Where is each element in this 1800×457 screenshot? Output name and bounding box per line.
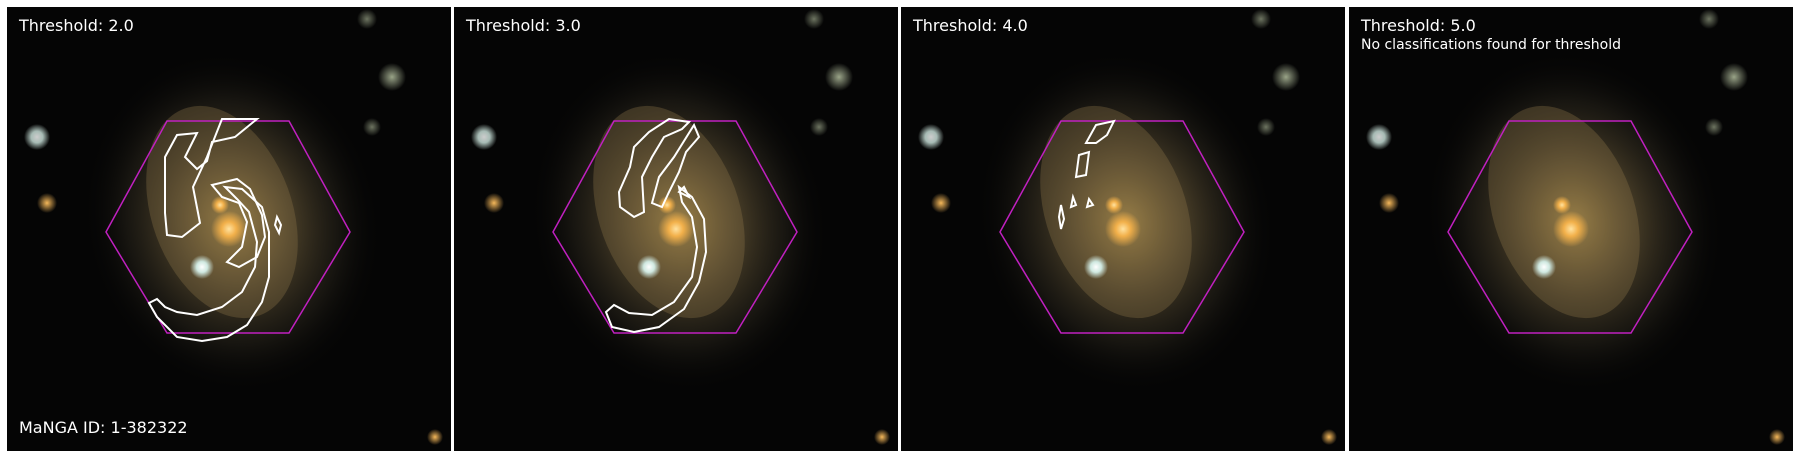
galaxy-image (454, 7, 898, 451)
ifu-hexagon (999, 120, 1245, 334)
galaxy-panel-1: Threshold: 2.0 MaNGA ID: 1-382322 (7, 7, 451, 451)
galaxy-image (901, 7, 1345, 451)
galaxy-image (7, 7, 451, 451)
threshold-note: No classifications found for threshold (1361, 37, 1621, 53)
ifu-hexagon (1447, 120, 1693, 334)
threshold-label: Threshold: 4.0 (913, 16, 1028, 35)
galaxy-panel-3: Threshold: 4.0 (901, 7, 1345, 451)
galaxy-image (1349, 7, 1793, 451)
contour (604, 117, 708, 334)
contour (147, 118, 283, 343)
contour (1057, 119, 1116, 230)
threshold-label: Threshold: 3.0 (466, 16, 581, 35)
galaxy-panel-2: Threshold: 3.0 (454, 7, 898, 451)
threshold-label: Threshold: 2.0 (19, 16, 134, 35)
galaxy-panel-4: Threshold: 5.0 No classifications found … (1349, 7, 1793, 451)
ifu-hexagon (105, 120, 351, 334)
ifu-hexagon (552, 120, 798, 334)
manga-id-label: MaNGA ID: 1-382322 (19, 418, 188, 437)
threshold-label: Threshold: 5.0 (1361, 16, 1476, 35)
